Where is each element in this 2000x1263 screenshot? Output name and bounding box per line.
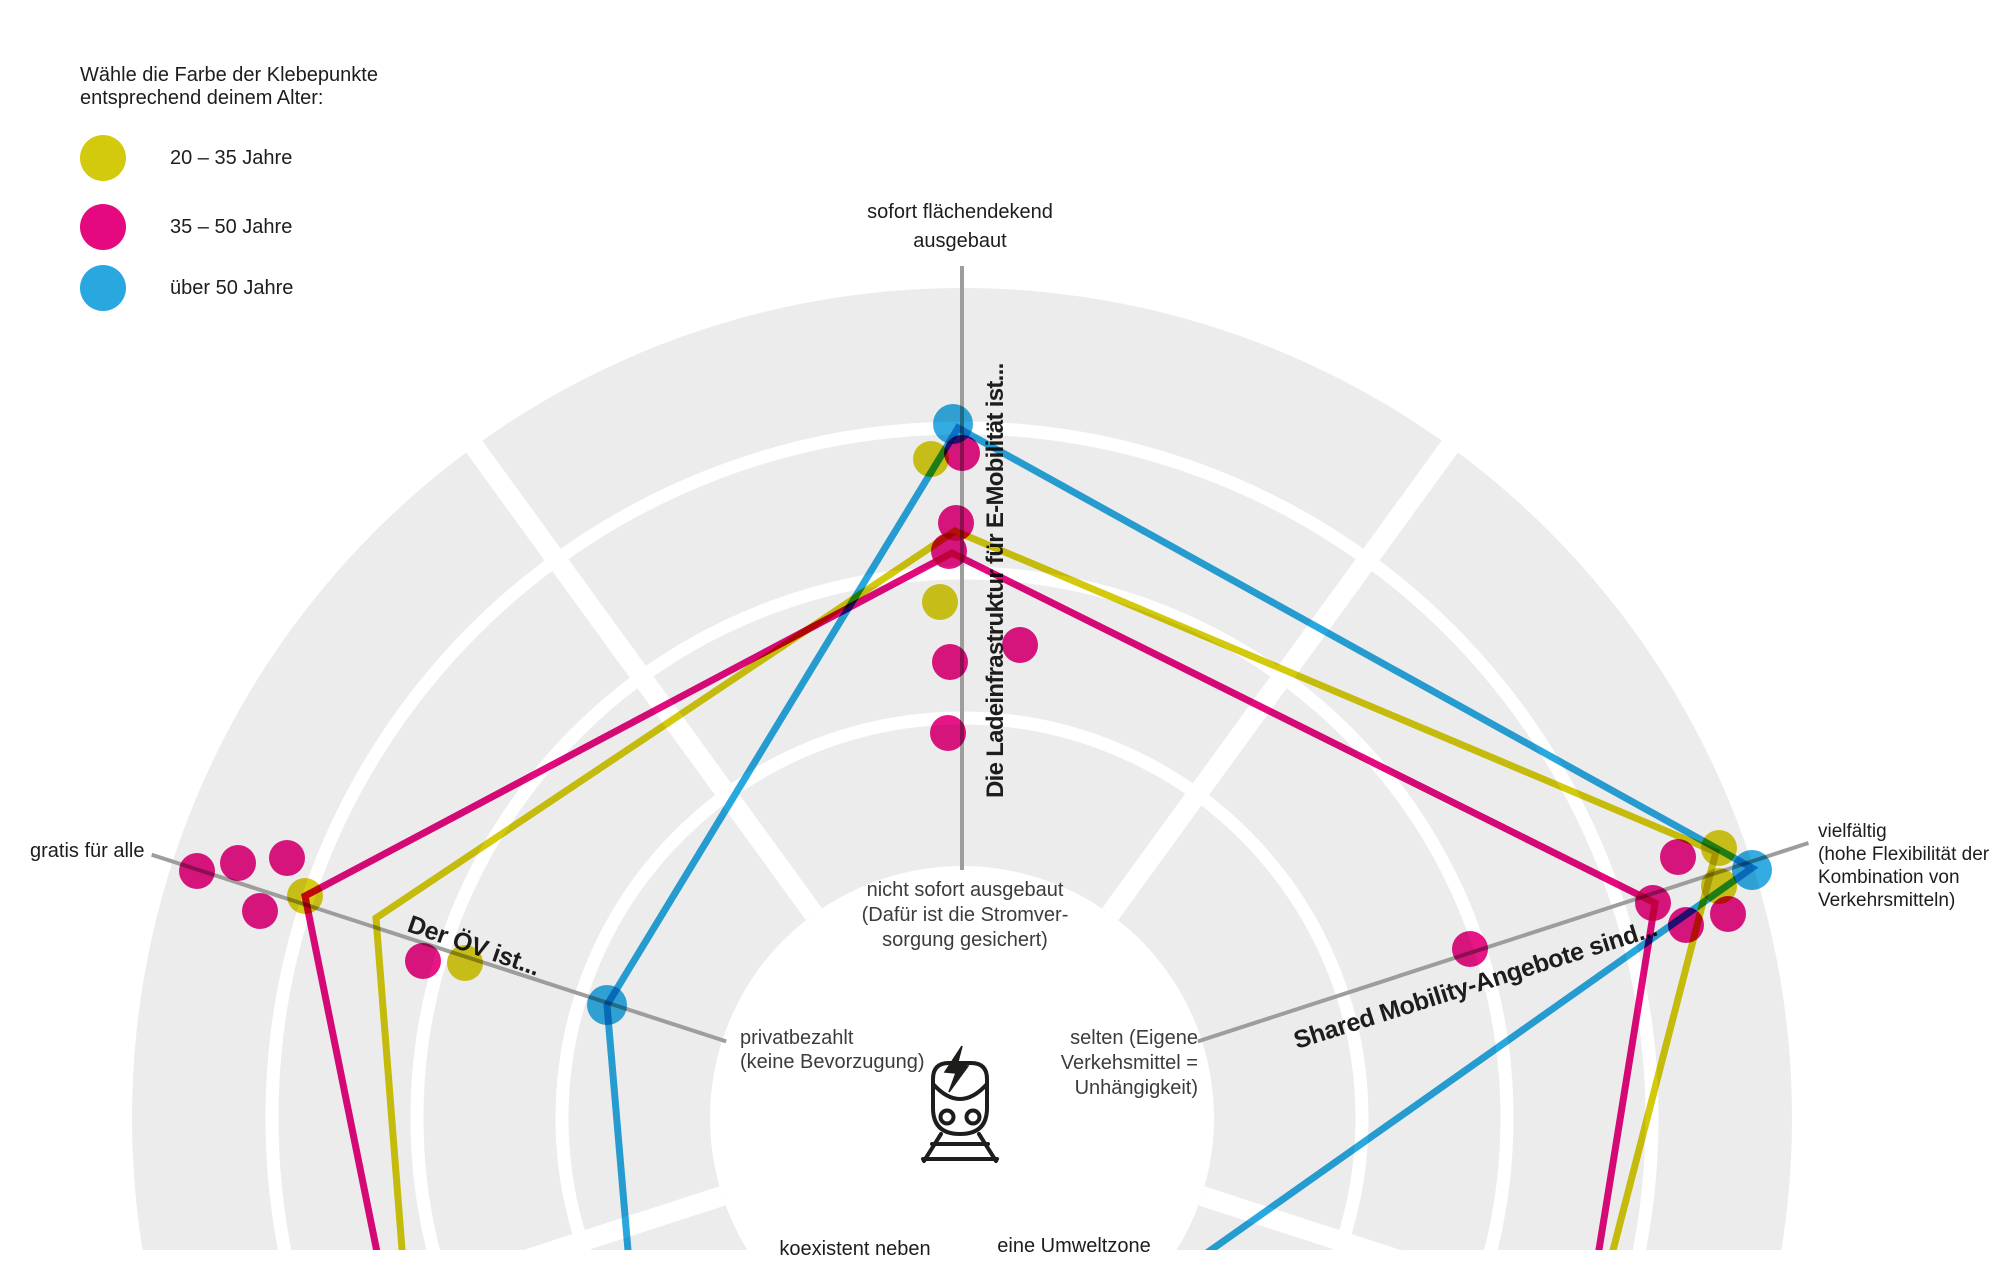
axis-inner-label-emobility: nicht sofort ausgebaut (Dafür ist die St… (861, 879, 1069, 951)
sector-separator (523, 1186, 726, 1250)
legend-label: 20 – 35 Jahre (170, 146, 293, 169)
sector-separator (463, 437, 822, 921)
sticker-dot (1452, 931, 1488, 967)
legend-label: 35 – 50 Jahre (170, 215, 293, 238)
axis-inner-label-shared: selten (Eigene Verkehsmittel = Unhängigk… (1060, 1027, 1198, 1099)
axis-line-oev (151, 852, 727, 1044)
legend-label: über 50 Jahre (170, 276, 294, 299)
sticker-dot (1732, 850, 1772, 890)
axis-outer-label-shared: vielfältig (hohe Flexibilität der Kombin… (1818, 821, 1990, 911)
sticker-dot (220, 845, 256, 881)
axis-outer-label-emobility: sofort flächendekend ausgebaut (867, 201, 1053, 252)
sector-separator (1198, 1186, 1401, 1250)
sticker-dot (242, 893, 278, 929)
sticker-dot (1668, 907, 1704, 943)
sticker-dot (1701, 868, 1737, 904)
sticker-dot (1002, 627, 1038, 663)
sticker-dot (587, 985, 627, 1025)
train-icon (921, 1045, 999, 1163)
sector-separator (1102, 437, 1461, 921)
sticker-dot (938, 505, 974, 541)
yellow-dot-icon (80, 135, 126, 181)
sticker-dot (447, 945, 483, 981)
legend-item-20-35: 20 – 35 Jahre (80, 135, 292, 181)
legend-item-ueber-50: über 50 Jahre (80, 265, 293, 311)
sticker-dot (405, 943, 441, 979)
sticker-dot (944, 435, 980, 471)
axis-inner-label-oev: privatbezahlt (keine Bevorzugung) (740, 1027, 925, 1073)
sticker-dot (1660, 839, 1696, 875)
legend-title: Wähle die Farbe der Klebepunkte entsprec… (80, 64, 378, 109)
magenta-dot-icon (80, 204, 126, 250)
legend: Wähle die Farbe der Klebepunkte entsprec… (80, 64, 378, 311)
axis-outer-label-oev: gratis für alle (30, 840, 145, 862)
sticker-dot (179, 853, 215, 889)
sticker-dot (933, 404, 973, 444)
sticker-dot (1701, 830, 1737, 866)
sticker-dot (931, 533, 967, 569)
sticker-dot (922, 584, 958, 620)
sticker-dot (930, 715, 966, 751)
sticker-dot (913, 441, 949, 477)
blue-dot-icon (80, 265, 126, 311)
sticker-dot (269, 840, 305, 876)
sticker-dot (1710, 896, 1746, 932)
legend-item-35-50: 35 – 50 Jahre (80, 204, 292, 250)
sticker-dot (1635, 885, 1671, 921)
axis-inner-label-bottom-right: eine Umweltzone (997, 1235, 1151, 1257)
sticker-dot (932, 644, 968, 680)
sticker-dot (287, 878, 323, 914)
